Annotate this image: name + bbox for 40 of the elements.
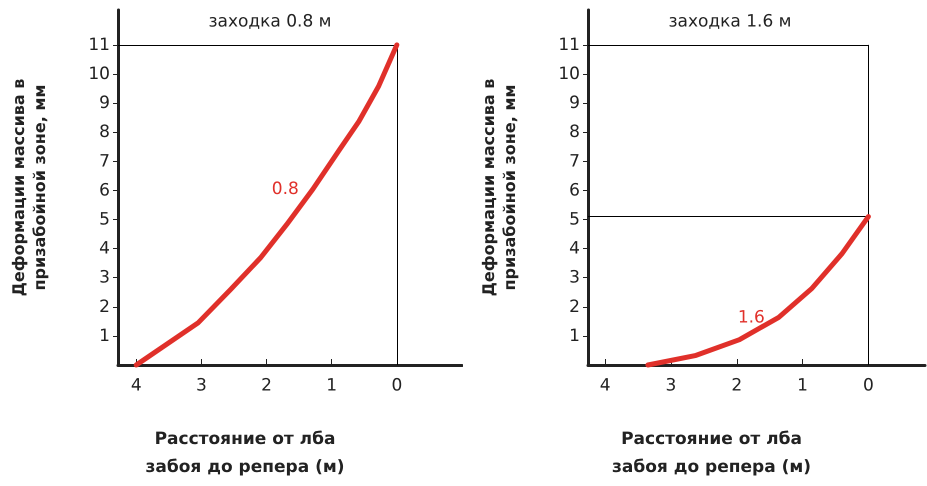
- x-tick-label: 4: [130, 376, 142, 396]
- y-tick-label: 7: [99, 151, 110, 172]
- x-tick-label: 0: [391, 376, 402, 396]
- series-label: 0.8: [272, 179, 299, 200]
- series-label: 1.6: [738, 307, 765, 328]
- y-axis-title: Деформации массива в призабойной зоне, мм: [9, 78, 49, 296]
- y-tick-label: 4: [99, 238, 110, 259]
- x-tick-label: 3: [196, 376, 207, 396]
- y-tick-label: 9: [99, 93, 110, 114]
- y-tick-label: 6: [99, 180, 110, 200]
- y-tick-label: 2: [99, 296, 110, 317]
- y-tick-label: 8: [99, 122, 110, 142]
- x-axis-title: Расстояние от лба забоя до репера (м): [612, 429, 812, 477]
- y-tick-label: 10: [88, 64, 110, 84]
- y-tick-label: 9: [569, 93, 580, 114]
- x-tick-label: 4: [600, 376, 611, 396]
- chart-title: заходка 0.8 м: [208, 12, 332, 32]
- x-tick-label: 1: [326, 376, 338, 396]
- x-tick-label: 2: [731, 376, 742, 396]
- y-tick-label: 8: [569, 122, 580, 142]
- y-tick-label: 1: [569, 326, 580, 346]
- y-tick-label: 2: [569, 296, 580, 317]
- x-tick-label: 0: [862, 376, 874, 396]
- x-tick-label: 3: [666, 376, 676, 396]
- x-tick-label: 2: [261, 376, 272, 396]
- y-tick-label: 5: [99, 210, 110, 230]
- y-tick-label: 5: [569, 210, 580, 230]
- x-tick-label: 1: [797, 376, 808, 396]
- y-tick-label: 7: [569, 151, 580, 172]
- y-tick-label: 11: [88, 34, 110, 55]
- y-tick-label: 10: [558, 64, 580, 84]
- chart-title: заходка 1.6 м: [668, 12, 792, 32]
- y-tick-label: 11: [558, 34, 580, 55]
- x-axis-title: Расстояние от лба забоя до репера (м): [145, 429, 345, 477]
- y-tick-label: 4: [569, 238, 580, 259]
- y-tick-label: 6: [569, 180, 580, 200]
- y-tick-label: 1: [99, 326, 110, 346]
- y-axis-title: Деформации массива в призабойной зоне, мм: [479, 78, 519, 296]
- y-tick-label: 3: [569, 268, 580, 288]
- y-tick-label: 3: [99, 268, 110, 288]
